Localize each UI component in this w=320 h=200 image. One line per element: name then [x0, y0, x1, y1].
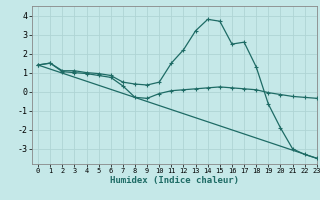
X-axis label: Humidex (Indice chaleur): Humidex (Indice chaleur) — [110, 176, 239, 185]
